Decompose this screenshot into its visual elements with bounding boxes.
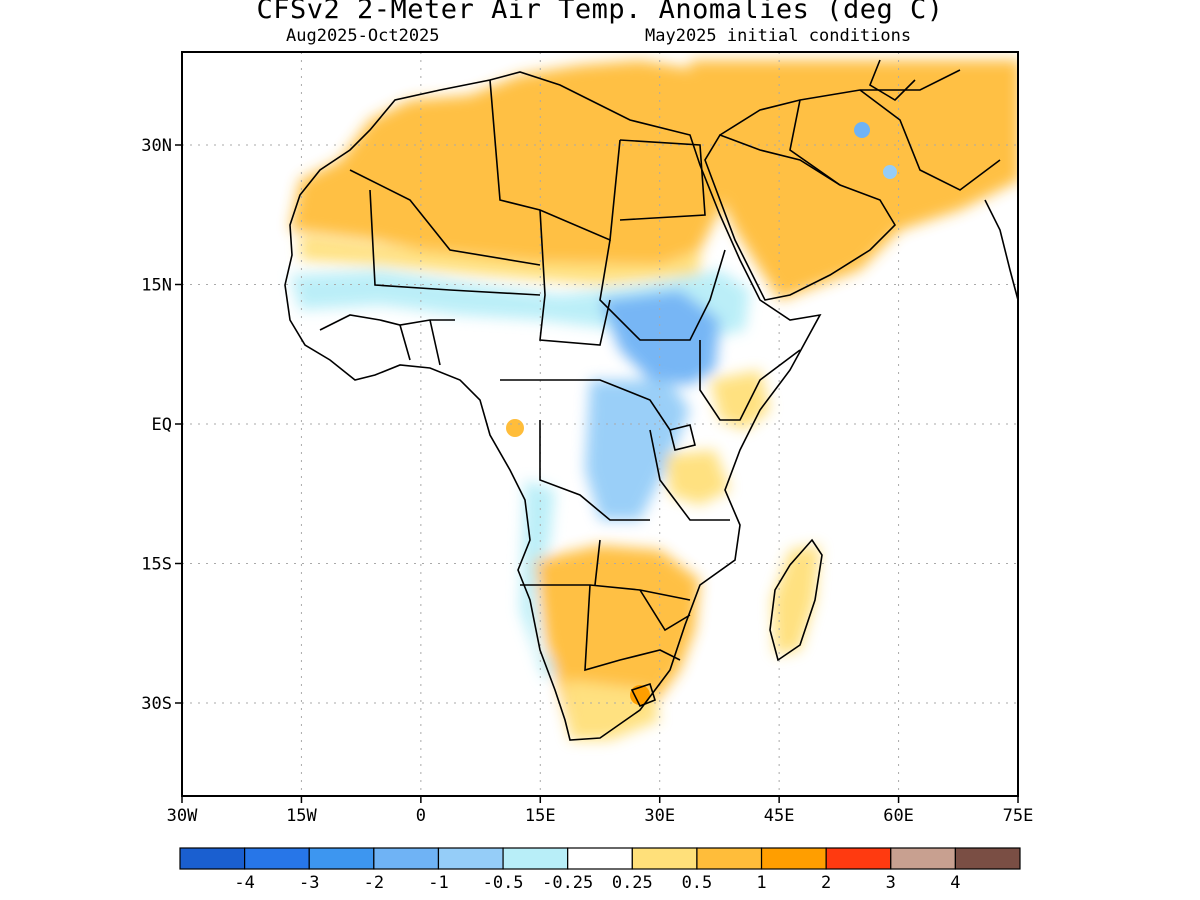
- colorbar: -4 -3 -2 -1 -0.5 -0.25 0.25 0.5 1 2 3 4: [179, 847, 1021, 893]
- colorbar-swatch: [502, 847, 569, 870]
- anomaly-patch-gulf-cool: [883, 165, 897, 179]
- lat-tick-label: 15S: [141, 555, 172, 575]
- colorbar-label: 1: [756, 873, 766, 893]
- anomaly-shading: [290, 60, 1018, 740]
- lon-tick-label: 60E: [883, 806, 914, 826]
- anomaly-region-arabia: [690, 60, 1018, 300]
- lon-tick-label: 75E: [1003, 806, 1034, 826]
- lat-tick-label: 15N: [141, 276, 172, 296]
- lon-tick-label: 30W: [167, 806, 198, 826]
- madagascar-coastline: [769, 538, 823, 662]
- anomaly-patch-iran-cool: [854, 122, 870, 138]
- border-east-1: [699, 340, 801, 421]
- anomaly-region-tanzania-warm: [665, 450, 730, 505]
- anomaly-region-angola-cool: [520, 480, 560, 680]
- border-central-1: [500, 379, 671, 431]
- lat-tick-label: EQ: [152, 415, 172, 435]
- colorbar-swatch: [954, 847, 1021, 870]
- anomaly-patch-lesotho: [630, 685, 650, 705]
- colorbar-swatch: [567, 847, 633, 870]
- border-south-2: [584, 584, 681, 672]
- border-mideast-2: [789, 89, 1001, 191]
- colorbar-swatch: [244, 847, 310, 870]
- colorbar-label: -2: [364, 873, 384, 893]
- colorbar-swatch: [825, 847, 892, 870]
- colorbar-swatch: [373, 847, 440, 870]
- colorbar-label: 3: [886, 873, 896, 893]
- colorbar-swatch: [760, 847, 827, 870]
- colorbar-label: -3: [299, 873, 319, 893]
- map-axes: 30W 15W 0 15E 30E 45E 60E 75E 30N 15N EQ 15S 30S: [141, 136, 1033, 826]
- anomaly-region-north-africa: [290, 60, 720, 270]
- lon-tick-label: 15W: [286, 806, 317, 826]
- lat-tick-label: 30S: [141, 694, 172, 714]
- india-coastline: [984, 199, 1018, 301]
- colorbar-swatch: [890, 847, 956, 870]
- border-central-2: [539, 420, 650, 521]
- colorbar-label: -4: [234, 873, 254, 893]
- anomaly-patch-gabon-warm: [506, 419, 524, 437]
- colorbar-label: -0.25: [542, 873, 593, 893]
- lon-tick-label: 45E: [764, 806, 795, 826]
- country-borders: [284, 59, 1018, 741]
- anomaly-region-madagascar: [772, 545, 820, 655]
- colorbar-swatch: [631, 847, 698, 870]
- map-grid: [182, 52, 1018, 796]
- border-south-1: [520, 584, 691, 601]
- colorbar-label: -0.5: [483, 873, 524, 893]
- arabia-coastline: [704, 134, 897, 301]
- anomaly-region-east-africa-warm: [710, 370, 770, 430]
- anomaly-region-sahel-warm-fringe: [300, 235, 700, 285]
- colorbar-label: -1: [428, 873, 448, 893]
- anomaly-region-central-cool: [585, 380, 690, 520]
- colorbar-label: 0.5: [682, 873, 713, 893]
- border-west-2: [399, 319, 441, 366]
- lesotho-border: [630, 682, 656, 708]
- colorbar-label: 4: [950, 873, 960, 893]
- border-sahel-2: [599, 239, 726, 341]
- colorbar-label: 0.25: [612, 873, 653, 893]
- lon-tick-label: 30E: [644, 806, 675, 826]
- lake-victoria: [669, 424, 696, 451]
- initial-conditions: May2025 initial conditions: [645, 26, 912, 46]
- border-mideast-1: [719, 69, 961, 136]
- lon-tick-label: 0: [416, 806, 426, 826]
- lat-tick-label: 30N: [141, 136, 172, 156]
- anomaly-region-south-sudan-cool: [600, 290, 720, 385]
- border-sahara-4: [369, 189, 541, 296]
- colorbar-swatch: [696, 847, 763, 870]
- africa-coastline: [284, 71, 822, 741]
- border-west-1: [319, 314, 455, 331]
- colorbar-swatch: [308, 847, 375, 870]
- border-south-3: [594, 539, 691, 632]
- border-central-3: [649, 429, 730, 521]
- border-sahara-3: [619, 139, 706, 221]
- colorbar-label: 2: [821, 873, 831, 893]
- valid-period: Aug2025-Oct2025: [286, 26, 440, 46]
- lon-tick-label: 15E: [525, 806, 556, 826]
- colorbar-swatch: [437, 847, 504, 870]
- map-title: CFSv2 2-Meter Air Temp. Anomalies (deg C…: [256, 0, 944, 25]
- border-sahel-1: [539, 209, 611, 346]
- colorbar-swatch: [179, 847, 246, 870]
- border-sahara-1: [349, 169, 541, 266]
- border-caspian: [869, 59, 916, 102]
